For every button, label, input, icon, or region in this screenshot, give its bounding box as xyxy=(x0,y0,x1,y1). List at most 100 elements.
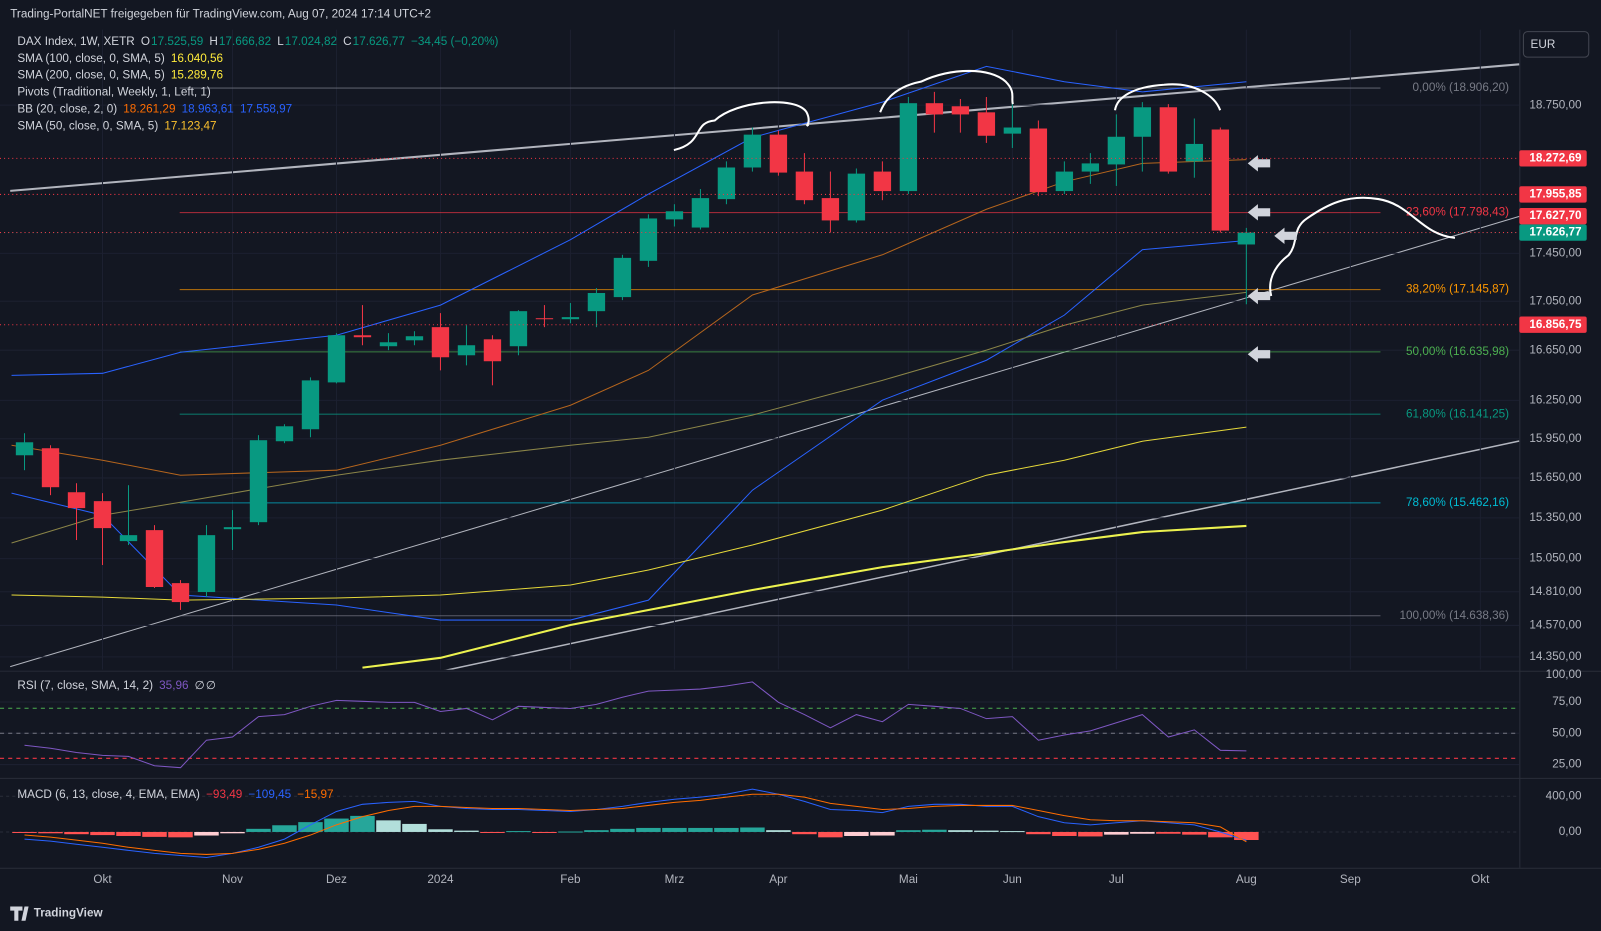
histogram-bar xyxy=(454,830,479,832)
candle-body xyxy=(353,335,372,338)
currency-box[interactable] xyxy=(1522,31,1590,58)
legend-line: BB (20, close, 2, 0) 18.261,29 18.963,61 17… xyxy=(17,103,292,116)
histogram-bar xyxy=(636,827,661,832)
histogram-bar xyxy=(168,831,193,838)
candle-body xyxy=(119,535,138,542)
histogram-bar xyxy=(298,822,323,832)
legend-item: −15,97 xyxy=(297,788,333,801)
histogram-bar xyxy=(844,831,869,836)
legend-item: 18.261,29 xyxy=(123,103,175,116)
legend-item: DAX Index, 1W, XETR xyxy=(17,35,134,48)
candle-body xyxy=(405,336,424,341)
histogram-bar xyxy=(974,830,999,832)
legend-item: 17.666,82 xyxy=(219,35,271,48)
histogram-bar xyxy=(272,825,297,832)
main-pane xyxy=(0,29,1520,670)
candle-body xyxy=(613,257,632,298)
price-label-box xyxy=(1519,150,1587,167)
histogram-bar xyxy=(714,827,739,832)
legend-item: −109,45 xyxy=(248,788,291,801)
candle-body xyxy=(483,339,502,362)
histogram-bar xyxy=(688,827,713,832)
y-tick-label: 25,00 xyxy=(1552,758,1582,771)
legend-line: DAX Index, 1W, XETR O17.525,59 H17.666,82 L… xyxy=(17,35,498,48)
hand-drawing xyxy=(673,101,810,152)
legend-line: SMA (200, close, 0, SMA, 5) 15.289,76 xyxy=(17,69,223,82)
histogram-bar xyxy=(1208,831,1233,838)
histogram-bar xyxy=(220,831,245,834)
candle-body xyxy=(197,535,216,593)
histogram-bar xyxy=(740,827,765,832)
indicator-line xyxy=(11,291,1247,544)
legend-item: 18.963,61 xyxy=(182,103,234,116)
histogram-bar xyxy=(376,820,401,832)
histogram-bar xyxy=(1156,831,1181,834)
candle-body xyxy=(327,335,346,383)
legend-item: 17.525,59 xyxy=(151,35,203,48)
y-tick-label: 100,00 xyxy=(1546,668,1582,681)
histogram-bar xyxy=(480,831,505,833)
macd-pane xyxy=(0,788,1520,859)
currency-label[interactable]: EUR xyxy=(1531,38,1556,51)
brand-name: TradingView xyxy=(34,907,104,920)
legend-item: O xyxy=(141,35,150,48)
price-label: 17.627,70 xyxy=(1529,209,1582,222)
price-label-box xyxy=(1519,186,1587,203)
candle-body xyxy=(93,501,112,529)
histogram-bar xyxy=(246,828,271,832)
legend-item: 17.558,97 xyxy=(240,103,292,116)
candle-body xyxy=(847,173,866,221)
candle-body xyxy=(379,342,398,347)
histogram-bar xyxy=(12,831,37,833)
rsi-line xyxy=(24,681,1247,769)
candle-body xyxy=(67,492,86,509)
candle-body xyxy=(743,134,762,168)
legend-item: SMA (200, close, 0, SMA, 5) xyxy=(17,69,164,82)
hand-drawing xyxy=(879,69,1014,113)
histogram-bar xyxy=(1130,831,1155,834)
legend-item: −34,45 (−0,20%) xyxy=(411,35,499,48)
legend-item: Pivots (Traditional, Weekly, 1, Left, 1) xyxy=(17,86,211,99)
rsi-pane xyxy=(0,670,1520,769)
x-tick-label: Aug xyxy=(1236,873,1257,886)
histogram-bar xyxy=(64,831,89,835)
trend-line xyxy=(444,440,1520,670)
candle-body xyxy=(717,167,736,200)
y-tick-label: 75,00 xyxy=(1552,695,1582,708)
x-tick-label: Mrz xyxy=(665,873,685,886)
y-tick-label: 14.570,00 xyxy=(1529,619,1582,632)
histogram-bar xyxy=(896,830,921,832)
candle-body xyxy=(795,171,814,201)
histogram-bar xyxy=(142,831,167,837)
x-tick-label: Okt xyxy=(93,873,112,886)
legend-item: BB (20, close, 2, 0) xyxy=(17,103,117,116)
candle-body xyxy=(1107,136,1126,165)
candle-body xyxy=(899,103,918,192)
histogram-bar xyxy=(506,831,531,833)
legend-item: ∅ xyxy=(195,679,205,692)
histogram-bar xyxy=(532,831,557,833)
histogram-bar xyxy=(1104,831,1129,835)
candle-body xyxy=(1081,163,1100,172)
price-label: 18.272,69 xyxy=(1529,151,1582,164)
candle-body xyxy=(171,583,190,603)
candle-body xyxy=(691,198,710,228)
histogram-bar xyxy=(350,815,375,832)
y-tick-label: 400,00 xyxy=(1546,789,1582,802)
x-tick-label: Jun xyxy=(1003,873,1022,886)
currency-button[interactable]: EUR xyxy=(1522,31,1590,58)
y-tick-label: 50,00 xyxy=(1552,726,1582,739)
y-tick-label: 16.250,00 xyxy=(1529,393,1582,406)
histogram-bar xyxy=(818,831,843,838)
legend-item: ∅ xyxy=(206,679,216,692)
candle-body xyxy=(561,317,580,320)
legend-item: H xyxy=(209,35,217,48)
price-label: 16.856,75 xyxy=(1529,318,1582,331)
hand-drawing xyxy=(1113,83,1222,111)
y-tick-label: 15.650,00 xyxy=(1529,471,1582,484)
candle-body xyxy=(873,171,892,192)
candle-body xyxy=(249,440,268,523)
x-tick-label: Nov xyxy=(222,873,243,886)
candle-body xyxy=(925,103,944,115)
